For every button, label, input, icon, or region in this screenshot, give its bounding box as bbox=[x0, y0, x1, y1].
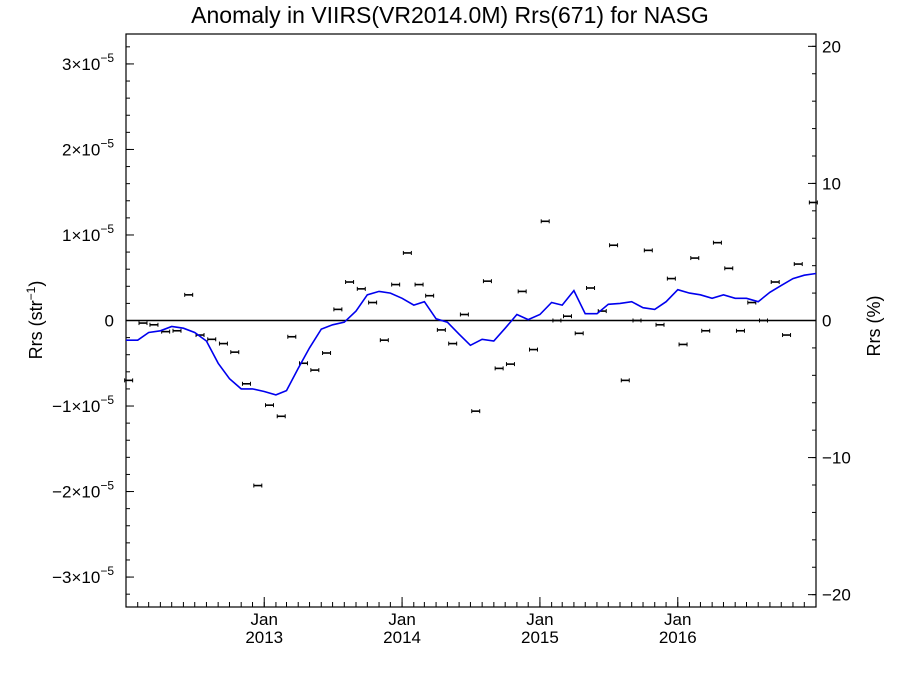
left-tick-label: 2×10−5 bbox=[62, 136, 114, 159]
data-point bbox=[218, 341, 228, 346]
data-point bbox=[436, 327, 446, 332]
data-point bbox=[425, 293, 435, 298]
x-tick-month: Jan bbox=[251, 610, 278, 629]
data-point bbox=[253, 483, 263, 488]
x-tick-month: Jan bbox=[388, 610, 415, 629]
left-tick-label: 0 bbox=[105, 312, 114, 331]
data-point bbox=[540, 219, 550, 224]
data-point bbox=[609, 243, 619, 248]
right-tick-label: 10 bbox=[822, 174, 841, 193]
data-point bbox=[276, 414, 286, 419]
data-point bbox=[322, 350, 332, 355]
data-point bbox=[310, 368, 320, 373]
right-axis-ticks: 20 10 0 −10 −20 bbox=[808, 37, 851, 605]
data-point bbox=[356, 286, 366, 291]
data-point bbox=[345, 280, 355, 285]
data-point bbox=[808, 200, 818, 205]
data-point bbox=[124, 378, 134, 383]
data-point bbox=[632, 318, 642, 323]
x-tick-month: Jan bbox=[526, 610, 553, 629]
chart-title: Anomaly in VIIRS(VR2014.0M) Rrs(671) for… bbox=[191, 2, 709, 28]
data-point bbox=[529, 347, 539, 352]
data-point bbox=[782, 333, 792, 338]
left-tick-label: −1×10−5 bbox=[52, 393, 114, 416]
data-point bbox=[690, 256, 700, 261]
data-point bbox=[770, 280, 780, 285]
data-point bbox=[666, 276, 676, 281]
data-point bbox=[505, 362, 515, 367]
data-point bbox=[759, 318, 769, 323]
left-axis-ticks: 3×10−5 2×10−5 1×10−5 0 −1×10−5 −2×10−5 −3×10−5 bbox=[52, 46, 134, 595]
y-axis-label-left: Rrs (str−1) bbox=[24, 281, 46, 360]
data-point bbox=[482, 279, 492, 284]
data-point bbox=[265, 403, 275, 408]
right-tick-label: −10 bbox=[822, 449, 851, 468]
data-point bbox=[287, 334, 297, 339]
right-tick-label: 20 bbox=[822, 37, 841, 56]
right-tick-label: 0 bbox=[822, 312, 831, 331]
data-point bbox=[402, 250, 412, 255]
anomaly-points bbox=[124, 200, 818, 488]
data-point bbox=[793, 262, 803, 267]
data-point bbox=[586, 286, 596, 291]
anomaly-smoothed-line bbox=[126, 272, 817, 396]
x-tick-year: 2015 bbox=[521, 628, 559, 647]
data-point bbox=[368, 300, 378, 305]
data-point bbox=[471, 409, 481, 414]
right-tick-label: −20 bbox=[822, 586, 851, 605]
data-point bbox=[494, 366, 504, 371]
data-point bbox=[701, 328, 711, 333]
data-point bbox=[517, 289, 527, 294]
data-point bbox=[574, 331, 584, 336]
data-point bbox=[562, 314, 572, 319]
data-point bbox=[712, 240, 722, 245]
data-point bbox=[724, 266, 734, 271]
left-tick-label: 3×10−5 bbox=[62, 51, 114, 74]
data-point bbox=[379, 338, 389, 343]
data-point bbox=[414, 282, 424, 287]
data-point bbox=[459, 312, 469, 317]
data-point bbox=[391, 282, 401, 287]
data-point bbox=[333, 307, 343, 312]
data-point bbox=[241, 381, 251, 386]
data-point bbox=[643, 248, 653, 253]
x-tick-month: Jan bbox=[664, 610, 691, 629]
data-point bbox=[552, 318, 562, 323]
data-point bbox=[448, 341, 458, 346]
data-point bbox=[172, 328, 182, 333]
data-point bbox=[207, 337, 217, 342]
data-point bbox=[184, 292, 194, 297]
data-point bbox=[620, 378, 630, 383]
y-axis-label-right: Rrs (%) bbox=[864, 296, 884, 357]
data-point bbox=[149, 322, 159, 327]
x-tick-year: 2016 bbox=[659, 628, 697, 647]
data-point bbox=[735, 328, 745, 333]
left-tick-label: −3×10−5 bbox=[52, 564, 114, 587]
data-point bbox=[138, 321, 148, 326]
data-point bbox=[230, 350, 240, 355]
data-point bbox=[655, 322, 665, 327]
x-tick-year: 2014 bbox=[383, 628, 421, 647]
data-point bbox=[678, 342, 688, 347]
x-tick-year: 2013 bbox=[245, 628, 283, 647]
left-tick-label: 1×10−5 bbox=[62, 222, 114, 245]
left-tick-label: −2×10−5 bbox=[52, 479, 114, 502]
